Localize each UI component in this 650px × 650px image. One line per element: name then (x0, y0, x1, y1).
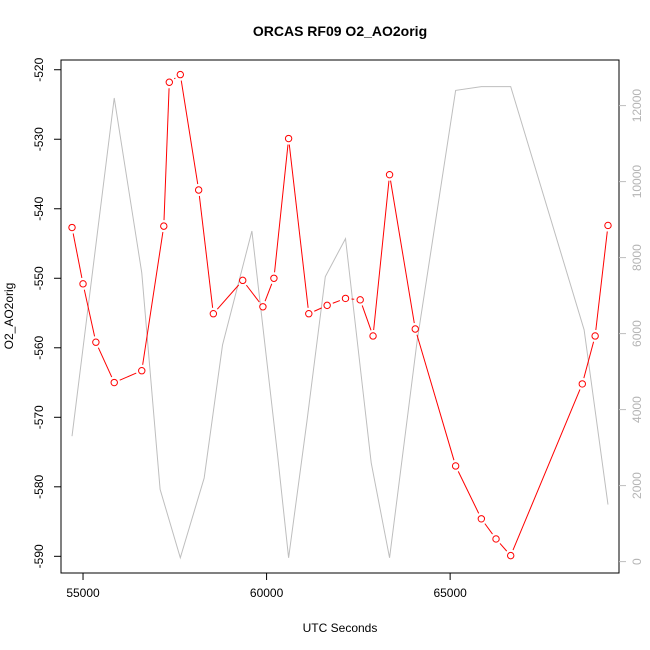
y-tick-label: -580 (32, 474, 46, 498)
data-point (451, 462, 460, 470)
y-tick-label: -590 (32, 544, 46, 568)
series-segment (274, 144, 289, 273)
series-segment (416, 334, 455, 461)
series-line (71, 86, 609, 560)
bottom-axis: 55000 60000 65000 (66, 573, 467, 600)
data-point (323, 301, 331, 310)
series-segment (595, 231, 608, 331)
series-segment (83, 289, 96, 337)
data-point (259, 303, 267, 311)
data-point (79, 280, 87, 288)
left-axis: -520 -530 -540 -550 -560 -570 -580 -590 (32, 57, 61, 568)
y-tick-label: -520 (32, 57, 46, 81)
y2-tick-label: 2000 (630, 472, 644, 499)
chart-title: ORCAS RF09 O2_AO2orig (253, 23, 427, 39)
series-segment (173, 77, 176, 80)
data-point (341, 294, 350, 303)
plot-frame (60, 59, 620, 574)
y2-tick-label: 10000 (630, 165, 644, 199)
data-point (160, 222, 168, 230)
data-point (284, 134, 293, 143)
data-point (369, 332, 377, 340)
series-segment (361, 305, 372, 331)
series-segment (216, 284, 240, 310)
x-tick-label: 55000 (66, 586, 100, 600)
data-point (411, 325, 419, 333)
data-point (591, 332, 599, 340)
y2-tick-label: 12000 (630, 89, 644, 123)
data-point (176, 70, 185, 79)
y-tick-label: -540 (32, 196, 46, 220)
data-point (194, 186, 203, 194)
data-point (138, 367, 146, 375)
data-point (165, 78, 173, 86)
y-tick-label: -530 (32, 127, 46, 151)
y-tick-label: -560 (32, 335, 46, 359)
y-tick-label: -550 (32, 266, 46, 290)
series-segment (288, 144, 309, 308)
data-point (477, 515, 486, 523)
series-segment (97, 347, 113, 378)
y2-tick-label: 8000 (630, 244, 644, 271)
y2-tick-label: 0 (630, 558, 644, 565)
y2-tick-label: 6000 (630, 320, 644, 347)
series-segment (457, 471, 480, 514)
series-segment (512, 389, 581, 551)
data-point (305, 310, 313, 318)
data-point (239, 276, 247, 285)
primary-series (68, 70, 612, 560)
data-point (110, 378, 118, 387)
y-axis-label: O2_AO2orig (2, 283, 16, 350)
series-segment (390, 180, 415, 324)
series-segment (583, 341, 595, 379)
series-segment (245, 284, 260, 303)
series-segment (142, 231, 164, 365)
x-tick-label: 65000 (433, 586, 467, 600)
data-point (492, 535, 500, 543)
data-point (604, 221, 612, 230)
data-point (209, 310, 218, 318)
data-point (578, 380, 586, 388)
x-axis-label: UTC Seconds (303, 621, 378, 635)
data-point (270, 274, 278, 282)
data-point (92, 338, 100, 346)
series-segment (180, 80, 199, 185)
series-segment (198, 195, 214, 308)
series-segment (264, 283, 273, 302)
data-point (507, 551, 515, 560)
series-segment (314, 307, 322, 312)
data-point (68, 223, 76, 232)
data-point (356, 296, 364, 304)
x-tick-label: 60000 (250, 586, 284, 600)
series-segment (119, 372, 137, 381)
secondary-series (71, 86, 609, 560)
y-tick-label: -570 (32, 405, 46, 429)
series-segment (72, 233, 83, 279)
data-point (385, 170, 394, 179)
right-axis: 0 2000 4000 6000 8000 10000 12000 (619, 89, 644, 565)
series-segment (373, 180, 390, 331)
series-segment (484, 523, 493, 535)
y2-tick-label: 4000 (630, 396, 644, 423)
series-segment (163, 88, 170, 221)
series-segment (499, 543, 508, 552)
series-segment (332, 300, 341, 304)
